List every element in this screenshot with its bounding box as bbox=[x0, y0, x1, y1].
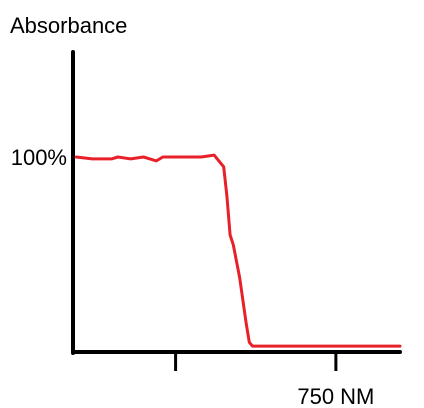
x-axis-ticks bbox=[174, 352, 338, 371]
x-tick-label-0: 750 NM bbox=[297, 384, 374, 408]
y-axis-tick-labels: 100% bbox=[11, 145, 67, 170]
x-axis-tick-labels: 750 NM bbox=[297, 384, 374, 408]
y-tick-label-0: 100% bbox=[11, 145, 67, 170]
y-axis-title: Absorbance bbox=[10, 13, 127, 38]
series-layer bbox=[74, 153, 402, 348]
series-line-0 bbox=[74, 153, 402, 348]
